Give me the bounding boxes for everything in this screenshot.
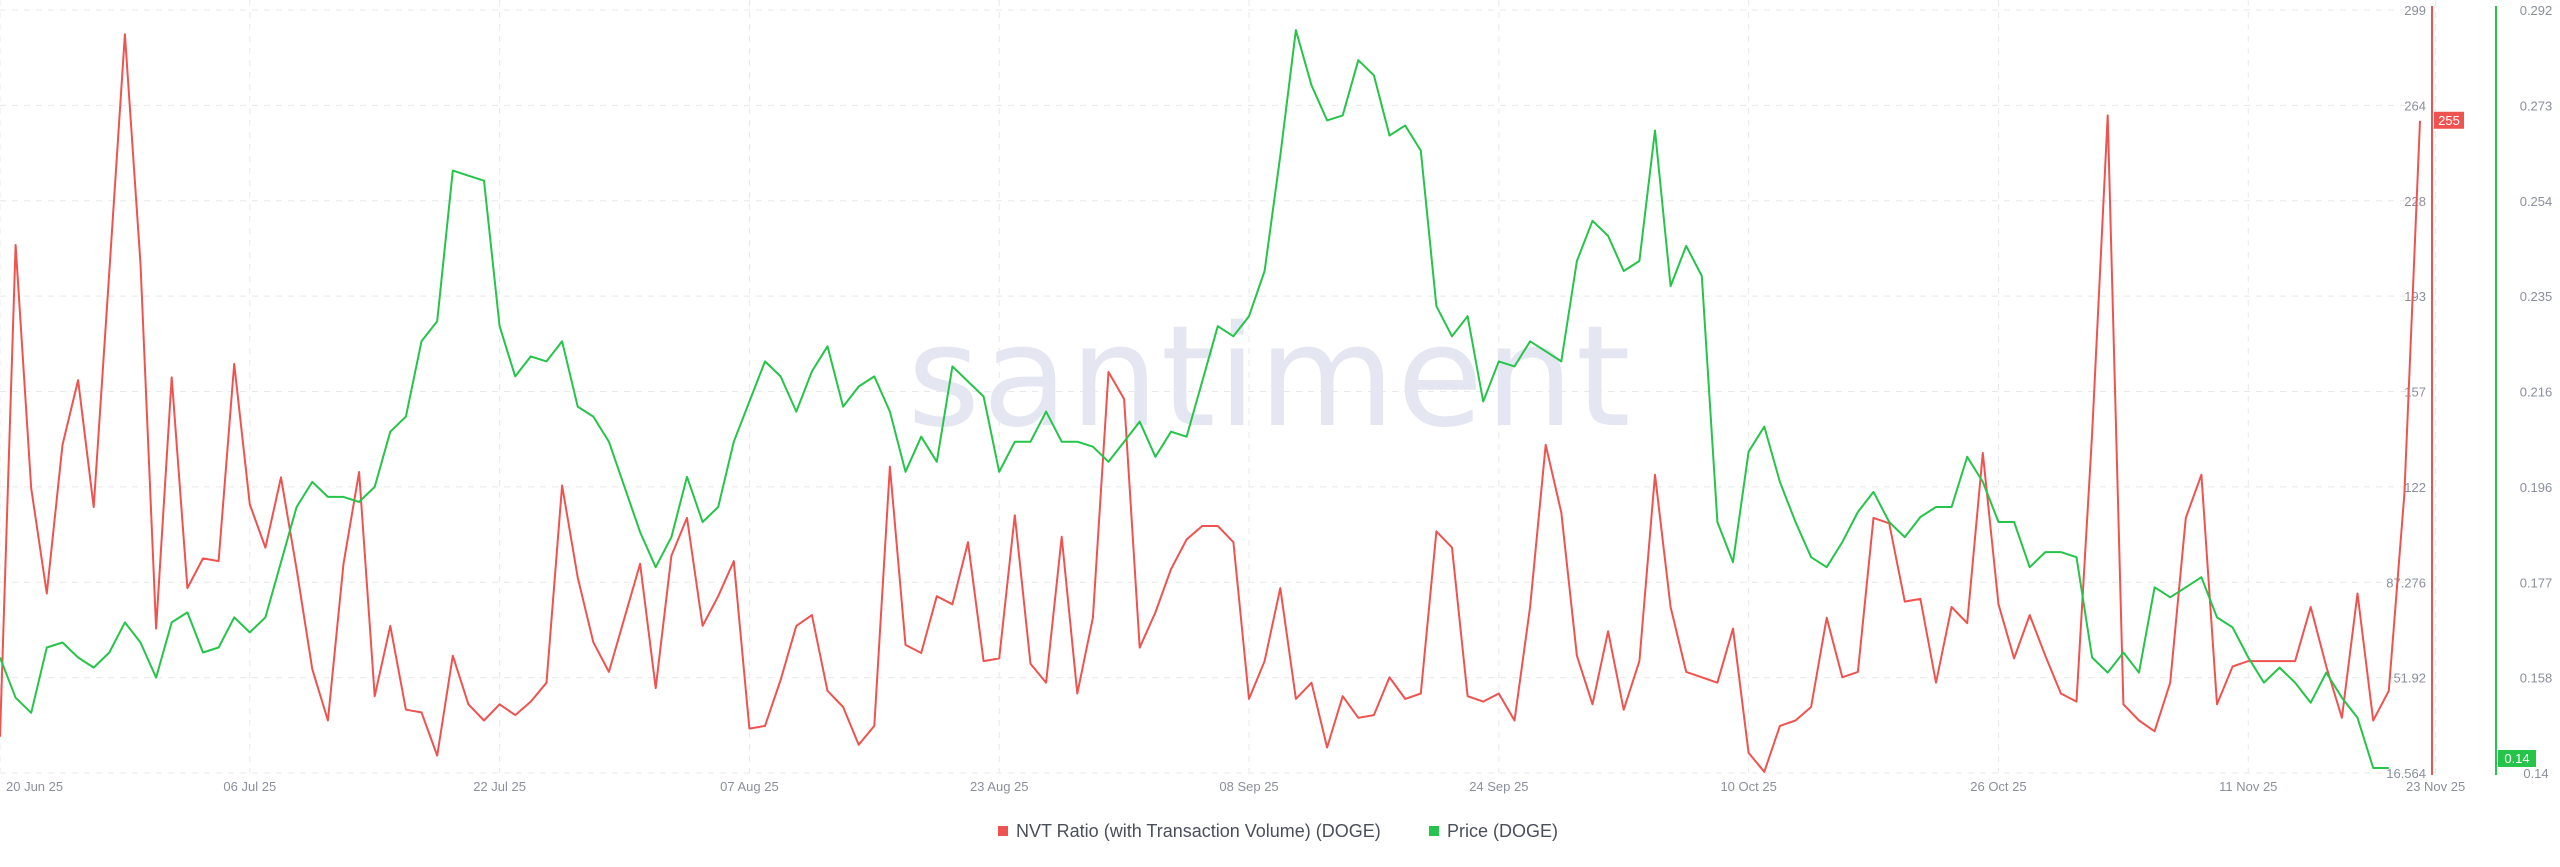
series-layer	[0, 29, 2421, 773]
x-tick-label: 23 Aug 25	[970, 779, 1029, 794]
nvt-tick-label: 299	[2404, 3, 2426, 18]
price-tick-label: 0.273	[2520, 98, 2553, 113]
grid-layer	[0, 0, 2437, 774]
nvt-tick-label: 51.92	[2393, 671, 2426, 686]
x-tick-label: 24 Sep 25	[1469, 779, 1528, 794]
x-tick-label: 22 Jul 25	[473, 779, 526, 794]
legend-item-price[interactable]: Price (DOGE)	[1429, 821, 1558, 841]
nvt-tick-label: 228	[2404, 194, 2426, 209]
nvt-tick-label: 16.564	[2386, 766, 2426, 781]
nvt-current-badge	[2434, 111, 2464, 129]
legend-swatch-price	[1429, 826, 1439, 836]
nvt-ratio-line	[0, 33, 2421, 773]
nvt-tick-label: 122	[2404, 480, 2426, 495]
legend-swatch-nvt	[998, 826, 1008, 836]
x-axis-ticks: 20 Jun 25 06 Jul 25 22 Jul 25 07 Aug 25 23 A…	[6, 779, 2465, 794]
x-tick-label: 20 Jun 25	[6, 779, 63, 794]
x-tick-label: 23 Nov 25	[2406, 779, 2465, 794]
price-tick-label: 0.292	[2520, 3, 2553, 18]
x-tick-label: 10 Oct 25	[1720, 779, 1776, 794]
price-axis-ticks: 0.292 0.273 0.254 0.235 0.216 0.196 0.177 0.158…	[2520, 3, 2553, 781]
santiment-watermark: santiment	[907, 296, 1632, 459]
x-tick-label: 26 Oct 25	[1970, 779, 2026, 794]
price-tick-label: 0.196	[2520, 480, 2553, 495]
x-tick-label: 11 Nov 25	[2219, 779, 2277, 794]
price-tick-label: 0.254	[2520, 194, 2553, 209]
legend-item-nvt[interactable]: NVT Ratio (with Transaction Volume) (DOG…	[998, 821, 1381, 841]
legend-label-price: Price (DOGE)	[1447, 821, 1558, 841]
price-line	[0, 29, 2389, 769]
legend-label-nvt: NVT Ratio (with Transaction Volume) (DOG…	[1016, 821, 1381, 841]
price-tick-label: 0.158	[2520, 671, 2553, 686]
x-tick-label: 07 Aug 25	[720, 779, 779, 794]
nvt-tick-label: 264	[2404, 98, 2426, 113]
price-current-badge	[2498, 749, 2536, 767]
price-tick-label: 0.14	[2523, 766, 2548, 781]
nvt-current-value: 255	[2438, 113, 2460, 128]
current-value-badges: 255 0.14	[2434, 111, 2536, 767]
x-tick-label: 08 Sep 25	[1219, 779, 1278, 794]
nvt-tick-label: 193	[2404, 289, 2426, 304]
x-tick-label: 06 Jul 25	[223, 779, 276, 794]
price-tick-label: 0.235	[2520, 289, 2553, 304]
price-current-value: 0.14	[2504, 751, 2529, 766]
nvt-tick-label: 87.276	[2386, 575, 2426, 590]
legend: NVT Ratio (with Transaction Volume) (DOG…	[998, 821, 1558, 841]
price-tick-label: 0.216	[2520, 385, 2553, 400]
price-tick-label: 0.177	[2520, 575, 2553, 590]
